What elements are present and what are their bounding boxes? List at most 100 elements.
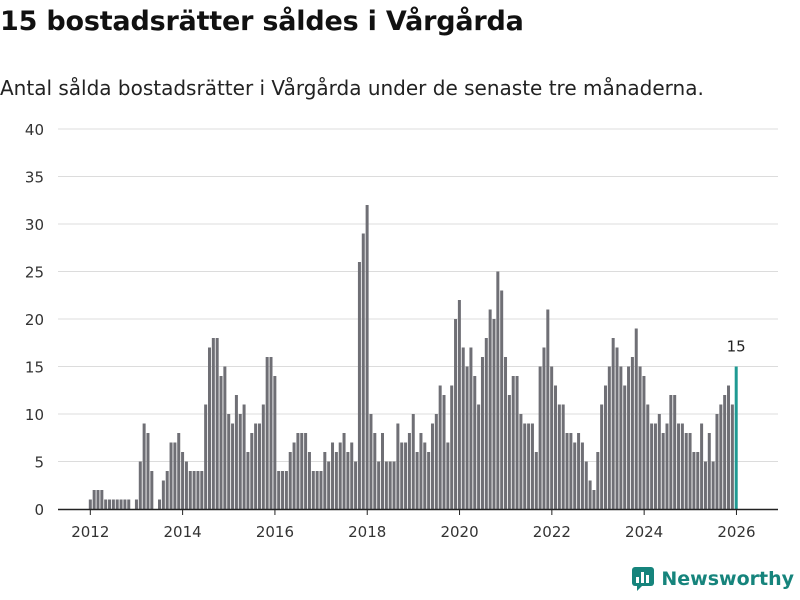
bar	[111, 499, 115, 509]
bar	[257, 423, 261, 509]
bar	[627, 366, 631, 509]
bar	[319, 471, 323, 509]
bar	[719, 404, 723, 509]
y-tick-label: 20	[25, 311, 44, 329]
bar	[415, 452, 419, 509]
bar	[138, 461, 142, 509]
x-tick-label: 2014	[164, 523, 202, 541]
bar	[684, 433, 688, 509]
x-tick-label: 2012	[71, 523, 109, 541]
bar	[261, 404, 265, 509]
bar	[423, 442, 427, 509]
y-tick-label: 15	[25, 359, 44, 377]
bar	[542, 347, 546, 509]
bar	[446, 442, 450, 509]
bar	[88, 499, 92, 509]
bar	[692, 452, 696, 509]
bar	[457, 300, 461, 509]
bar	[450, 385, 454, 509]
bar	[580, 442, 584, 509]
bar	[638, 366, 642, 509]
gridlines	[58, 128, 778, 462]
bar	[561, 404, 565, 509]
bar-latest	[734, 366, 738, 509]
data-labels: 15	[727, 338, 746, 356]
bar	[569, 433, 573, 509]
bar	[550, 366, 554, 509]
bar	[265, 357, 269, 509]
bar	[304, 433, 308, 509]
bar	[311, 471, 315, 509]
bar	[519, 414, 523, 509]
bar	[115, 499, 119, 509]
bar	[380, 433, 384, 509]
bar	[338, 442, 342, 509]
bar	[192, 471, 196, 509]
bar	[150, 471, 154, 509]
bar	[673, 395, 677, 509]
bar	[442, 395, 446, 509]
bar	[546, 309, 550, 509]
bar	[573, 442, 577, 509]
bar	[161, 480, 165, 509]
bar	[196, 471, 200, 509]
bar	[234, 395, 238, 509]
y-tick-label: 40	[25, 121, 44, 139]
bar	[100, 490, 104, 509]
bar	[592, 490, 596, 509]
bar	[207, 347, 211, 509]
bar	[396, 423, 400, 509]
bar	[715, 414, 719, 509]
bar	[388, 461, 392, 509]
chart-title: 15 bostadsrätter såldes i Vårgårda	[0, 6, 524, 37]
bar	[669, 395, 673, 509]
bar	[565, 433, 569, 509]
bar	[273, 376, 277, 509]
bar	[430, 423, 434, 509]
bar	[177, 433, 181, 509]
bar	[315, 471, 319, 509]
bar	[215, 338, 219, 509]
bar	[284, 471, 288, 509]
bar	[404, 442, 408, 509]
bar	[277, 471, 281, 509]
bar	[142, 423, 146, 509]
bar	[488, 309, 492, 509]
bar	[181, 452, 185, 509]
bar	[369, 414, 373, 509]
bar	[219, 376, 223, 509]
bar	[677, 423, 681, 509]
bars	[88, 205, 738, 509]
bar	[173, 442, 177, 509]
x-tick-label: 2024	[625, 523, 663, 541]
bar	[527, 423, 531, 509]
bar	[434, 414, 438, 509]
bar	[292, 442, 296, 509]
bar	[696, 452, 700, 509]
bar	[334, 452, 338, 509]
bar	[523, 423, 527, 509]
y-tick-label: 35	[25, 169, 44, 187]
bar	[600, 404, 604, 509]
bar	[646, 404, 650, 509]
bar	[730, 404, 734, 509]
bar	[473, 376, 477, 509]
bar	[511, 376, 515, 509]
bar	[630, 357, 634, 509]
bar	[384, 461, 388, 509]
y-tick-label: 10	[25, 406, 44, 424]
bar	[169, 442, 173, 509]
bar	[400, 442, 404, 509]
x-axis: 2012 2014 2016 2018 2020 2022 2024 2026	[58, 508, 778, 541]
bar	[588, 480, 592, 509]
bar	[238, 414, 242, 509]
bar	[461, 347, 465, 509]
bar	[211, 338, 215, 509]
bar	[296, 433, 300, 509]
bar	[515, 376, 519, 509]
bar	[711, 461, 715, 509]
bar	[200, 471, 204, 509]
x-tick-label: 2020	[440, 523, 478, 541]
bar	[611, 338, 615, 509]
